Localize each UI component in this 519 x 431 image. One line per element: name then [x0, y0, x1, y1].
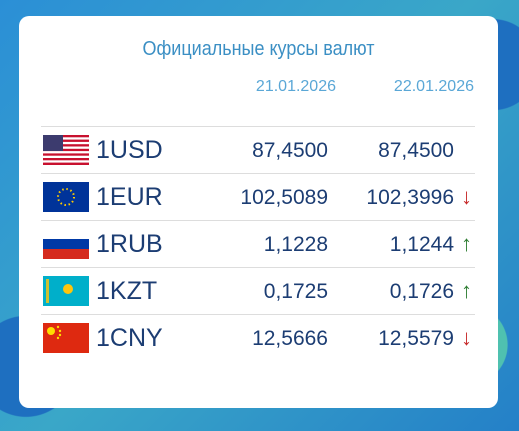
rate-row: 1CNY 12,5666 12,5579 ↓	[41, 314, 475, 361]
flag-kzt	[43, 276, 89, 306]
date: 21.01.2026	[255, 78, 336, 95]
title: Официальные курсы валют	[142, 38, 375, 60]
rate-old: 102,5089	[240, 186, 328, 209]
rate-row: 1USD 87,4500 87,4500	[41, 126, 475, 173]
rate-old: 87,4500	[252, 139, 328, 162]
rate-old: 12,5666	[252, 327, 328, 350]
trend-arrow: ↓	[461, 184, 472, 209]
rates-card: Официальные курсы валют 21.01.2026 22.01…	[19, 16, 498, 408]
flag-rub	[43, 229, 89, 259]
rate-row: 1RUB 1,1228 1,1244 ↑	[41, 220, 475, 267]
date: 22.01.2026	[393, 78, 474, 95]
currency-code: 1EUR	[96, 183, 163, 211]
currency-code: 1RUB	[96, 230, 163, 258]
currency-code: 1CNY	[96, 324, 163, 352]
rate-new: 87,4500	[378, 139, 454, 162]
flag-eur	[43, 182, 89, 212]
rate-new: 1,1244	[389, 233, 454, 256]
flag-cny	[43, 323, 89, 353]
trend-arrow: ↓	[461, 325, 472, 350]
rate-new: 0,1726	[389, 280, 454, 303]
rate-old: 0,1725	[263, 280, 328, 303]
flag-usd	[43, 135, 89, 165]
rate-row: 1KZT 0,1725 0,1726 ↑	[41, 267, 475, 314]
currency-code: 1USD	[96, 136, 163, 164]
rate-old: 1,1228	[263, 233, 328, 256]
rate-new: 102,3996	[366, 186, 454, 209]
trend-arrow: ↑	[461, 278, 472, 303]
rate-new: 12,5579	[378, 327, 454, 350]
rate-row: 1EUR 102,5089 102,3996 ↓	[41, 173, 475, 220]
currency-code: 1KZT	[96, 277, 158, 305]
trend-arrow: ↑	[461, 231, 472, 256]
